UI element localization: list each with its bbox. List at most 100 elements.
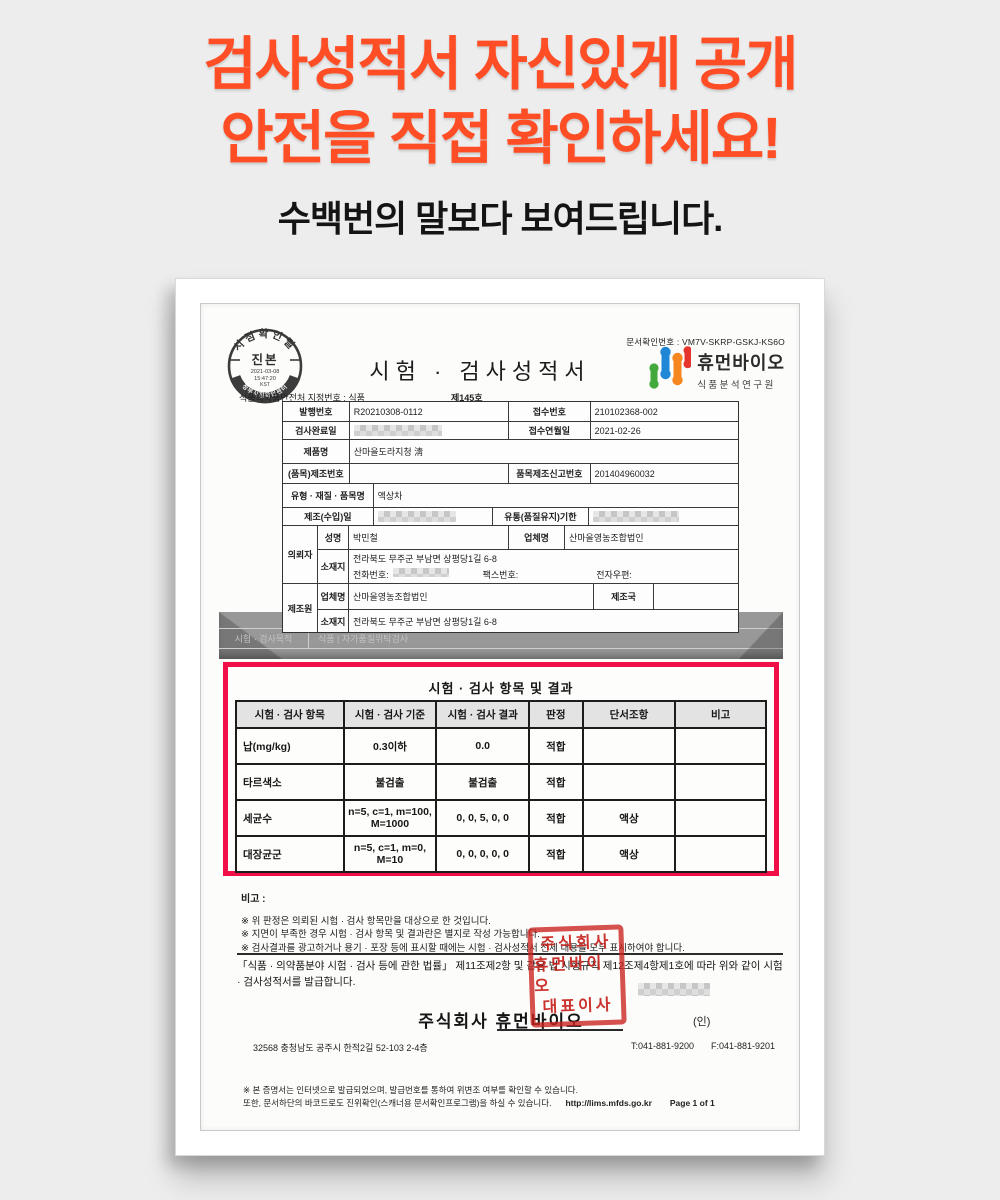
info-value: 액상차	[372, 484, 738, 507]
fax-label: 팩스번호:	[482, 570, 519, 580]
note-bullet: ※ 위 판정은 의뢰된 시험 · 검사 항목만을 대상으로 한 것입니다.	[241, 916, 491, 927]
info-label: 접수연월일	[508, 422, 590, 439]
info-label: 발행번호	[299, 407, 333, 417]
info-label: 업체명	[320, 592, 346, 602]
logo-name: 휴먼바이오	[697, 353, 785, 373]
stamp-center-text: 진본	[251, 352, 278, 367]
note-bullet: ※ 검사결과를 광고하거나 용기 · 포장 등에 표시할 때에는 시험 · 검사…	[241, 942, 685, 954]
promo-banner: 검사성적서 자신있게 공개 안전을 직접 확인하세요! 수백번의 말보다 보여드…	[0, 28, 1000, 242]
footer-page-indicator: Page 1 of 1	[669, 1098, 715, 1109]
notes-bullets: ※ 위 판정은 의뢰된 시험 · 검사 항목만을 대상으로 한 것입니다. ※ 지…	[241, 915, 685, 955]
info-row: 제품명 산마을도라지청 淸	[283, 439, 738, 463]
footer-url: http://lims.mfds.go.kr	[565, 1098, 652, 1109]
results-header-cell: 시험 · 검사 기준	[342, 700, 438, 729]
info-row: 유형 · 재질 · 품목명 액상차	[283, 483, 738, 507]
issuer-address: 32568 충청남도 공주시 한적2길 52-103 2-4층	[253, 1043, 428, 1053]
banner-headline-2: 안전을 직접 확인하세요!	[220, 106, 781, 171]
humanbio-logo: 휴먼바이오 식품분석연구원	[647, 344, 785, 396]
info-label: 업체명	[508, 526, 564, 549]
results-cell: 불검출	[342, 763, 438, 801]
results-cell	[674, 799, 767, 837]
info-value: 산마을도라지청 淸	[348, 440, 738, 463]
results-cell	[581, 763, 677, 801]
privacy-blur	[392, 568, 449, 577]
privacy-blur	[353, 425, 442, 436]
corporate-seal-stamp: 주식회사 휴먼바이오 대표이사	[527, 924, 627, 1028]
results-cell: 적합	[528, 727, 584, 765]
info-value: R20210308-0112	[348, 402, 508, 421]
results-cell	[581, 727, 677, 765]
results-cell: 액상	[581, 799, 677, 837]
note-bullet: ※ 지면이 부족한 경우 시험 · 검사 항목 및 결과란은 별지로 작성 가능…	[241, 929, 540, 941]
info-value: 201404960032	[589, 464, 738, 483]
purpose-label: 시험 · 검사목적	[219, 629, 309, 648]
info-label: (품목)제조번호	[288, 469, 344, 479]
results-title: 시험 · 검사 항목 및 결과	[428, 681, 574, 696]
results-cell: 0.0	[435, 727, 531, 765]
info-value	[348, 464, 508, 483]
results-header-row: 시험 · 검사 항목 시험 · 검사 기준 시험 · 검사 결과 판정 단서조항 비고	[235, 700, 767, 729]
divider-line	[237, 953, 783, 955]
legal-statement: 「식품 · 의약품분야 시험 · 검사 등에 관한 법률」 제11조제2항 및 …	[237, 960, 783, 988]
tel-label: 전화번호:	[353, 570, 389, 580]
stamp-tz: KST	[260, 382, 270, 388]
remark-label: 비고 :	[241, 894, 266, 905]
results-row: 타르색소 불검출 불검출 적합	[235, 763, 767, 801]
info-group-label: 제조원	[287, 603, 313, 614]
info-label: 제조국	[593, 584, 653, 609]
results-cell: 타르색소	[235, 763, 345, 801]
seal-line: 대표이사	[542, 996, 614, 1017]
info-label: 품목제조신고번호	[508, 464, 590, 483]
seal-suffix: (인)	[693, 1016, 711, 1028]
certificate-footer: ※ 본 증명서는 인터넷으로 발급되었으며, 발급번호를 통하여 위변조 여부를…	[243, 1084, 715, 1110]
certificate-frame: 시점확인필 진본 2021-03-08 15:47:20 KST 정부시점확인센…	[175, 278, 825, 1156]
humanbio-logo-icon	[649, 346, 692, 389]
info-label: 제조(수입)일	[304, 512, 352, 522]
info-label: 유형 · 재질 · 품목명	[290, 491, 365, 501]
info-group-manufacturer: 제조원 업체명 산마을영농조합법인 제조국 소재지 전라북도 무주군 부남면 상…	[283, 583, 738, 633]
results-cell: 적합	[528, 799, 584, 837]
results-row: 납(mg/kg) 0.3이하 0.0 적합	[235, 727, 767, 765]
results-cell: 세균수	[235, 799, 345, 837]
certificate-title: 시험 · 검사성적서	[369, 359, 591, 384]
results-cell: 대장균군	[235, 835, 345, 873]
results-row: 대장균군 n=5, c=1, m=0, M=10 0, 0, 0, 0, 0 적합 액상	[235, 835, 767, 873]
results-cell	[674, 835, 767, 873]
client-address: 전라북도 무주군 부남면 상평당1길 6-8	[353, 554, 497, 564]
results-cell: n=5, c=1, m=100, M=1000	[342, 799, 438, 837]
info-value: 박민철	[348, 526, 508, 549]
results-cell: 액상	[581, 835, 677, 873]
issuer-tel: T:041-881-9200	[631, 1041, 695, 1051]
info-value: 전라북도 무주군 부남면 상평당1길 6-8	[348, 610, 738, 633]
info-row: 소재지 전라북도 무주군 부남면 상평당1길 6-8	[318, 609, 738, 633]
results-cell	[674, 763, 767, 801]
info-row: 검사완료일 접수연월일 2021-02-26	[283, 421, 738, 439]
info-group-label: 의뢰자	[287, 550, 313, 560]
info-row: (품목)제조번호 품목제조신고번호 201404960032	[283, 463, 738, 483]
info-group-client: 의뢰자 성명 박민철 업체명 산마을영농조합법인 소재지 전라북도 무주군 부남…	[283, 525, 738, 583]
info-label: 소재지	[320, 562, 346, 572]
results-header-cell: 시험 · 검사 항목	[235, 700, 345, 729]
info-label: 접수번호	[508, 402, 590, 421]
info-value	[653, 584, 738, 609]
privacy-blur	[638, 983, 710, 996]
results-header-cell: 비고	[674, 700, 767, 729]
results-cell: 0, 0, 0, 0, 0	[435, 835, 531, 873]
privacy-blur	[592, 511, 679, 522]
results-cell: 0, 0, 5, 0, 0	[435, 799, 531, 837]
issuer-fax: F:041-881-9201	[711, 1041, 776, 1051]
designation-label: 식품의약품안전처 지정번호 : 식품	[239, 393, 365, 403]
timestamp-verification-stamp-icon: 시점확인필 진본 2021-03-08 15:47:20 KST 정부시점확인센…	[227, 327, 303, 404]
info-value: 산마을영농조합법인	[564, 526, 738, 549]
stamp-date: 2021-03-08	[251, 369, 280, 375]
document-verification-number: 문서확인번호 : VM7V-SKRP-GSKJ-KS6O	[626, 337, 785, 347]
info-value: 210102368-002	[589, 402, 738, 421]
info-label: 검사완료일	[295, 426, 337, 436]
info-label: 유통(품질유지)기한	[492, 508, 588, 525]
info-row: 소재지 전라북도 무주군 부남면 상평당1길 6-8 전화번호: 팩스번호: 전…	[318, 549, 738, 583]
results-cell	[674, 727, 767, 765]
certificate-page: 시점확인필 진본 2021-03-08 15:47:20 KST 정부시점확인센…	[200, 303, 800, 1131]
designation-number: 제145호	[451, 393, 483, 403]
info-label: 제품명	[303, 447, 329, 457]
purpose-value: 식품 | 자가품질위탁검사	[318, 634, 409, 644]
